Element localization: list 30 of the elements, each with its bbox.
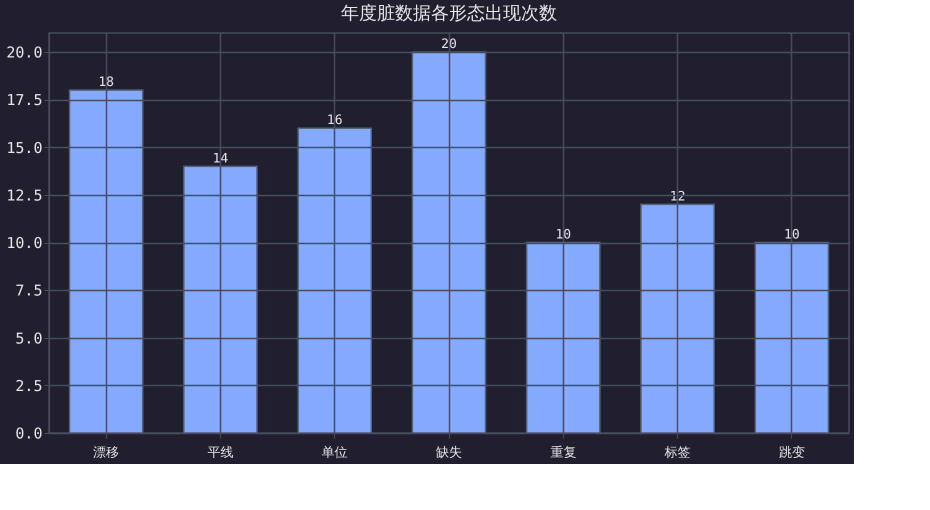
data-label: 20: [441, 37, 457, 52]
bar: [526, 242, 601, 434]
y-tick-label: 0.0: [15, 424, 42, 442]
y-tick-label: 20.0: [6, 44, 42, 62]
y-tick-label: 10.0: [6, 234, 42, 252]
bar: [68, 89, 144, 434]
x-tick-label: 缺失: [436, 446, 462, 460]
x-tick-label: 标签: [664, 446, 691, 460]
x-tick-label: 重复: [550, 446, 576, 460]
bar: [754, 242, 830, 434]
x-tick-label: 单位: [322, 446, 348, 460]
x-tick-label: 跳变: [778, 446, 805, 460]
bar: [183, 166, 258, 434]
data-label: 18: [98, 75, 114, 90]
chart-title: 年度脏数据各形态出现次数: [341, 3, 557, 24]
y-tick-label: 17.5: [6, 91, 42, 110]
data-label: 10: [784, 228, 800, 243]
y-tick-label: 12.5: [6, 186, 42, 204]
bar: [640, 204, 715, 434]
y-tick-label: 15.0: [6, 138, 42, 157]
x-tick-label: 平线: [207, 446, 234, 460]
bar: [412, 51, 486, 434]
data-label: 10: [555, 228, 572, 243]
y-tick-label: 5.0: [15, 329, 42, 348]
bar: [297, 127, 372, 434]
data-label: 14: [212, 151, 228, 166]
data-label: 16: [326, 113, 343, 128]
y-tick-label: 2.5: [15, 376, 42, 395]
y-tick-label: 7.5: [15, 282, 42, 300]
x-tick-label: 漂移: [93, 446, 120, 460]
